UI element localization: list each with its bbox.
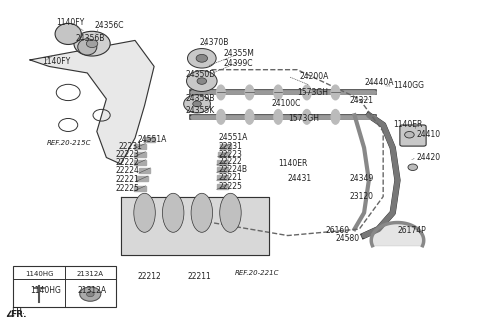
Text: 24200A: 24200A <box>300 72 329 81</box>
FancyBboxPatch shape <box>400 125 426 146</box>
Text: 1140ER: 1140ER <box>278 159 308 169</box>
Bar <box>13 266 116 307</box>
Text: 24100C: 24100C <box>271 99 300 108</box>
Ellipse shape <box>245 110 254 124</box>
Ellipse shape <box>274 85 282 100</box>
Text: 1140FY: 1140FY <box>56 18 84 27</box>
Text: REF.20-215C: REF.20-215C <box>47 140 91 146</box>
Text: 22212: 22212 <box>137 272 161 281</box>
Text: 1140FY: 1140FY <box>42 57 70 66</box>
Text: 22221: 22221 <box>218 173 242 182</box>
Text: 24349: 24349 <box>350 174 374 183</box>
Bar <box>144 137 155 142</box>
Text: 23120: 23120 <box>350 192 374 201</box>
Circle shape <box>197 78 206 84</box>
Text: 24356B: 24356B <box>75 34 105 43</box>
Circle shape <box>86 292 94 297</box>
Ellipse shape <box>162 193 184 232</box>
Circle shape <box>408 164 418 171</box>
Ellipse shape <box>216 85 225 100</box>
Circle shape <box>86 40 98 48</box>
Ellipse shape <box>245 85 254 100</box>
Circle shape <box>74 31 110 56</box>
Text: 24356C: 24356C <box>95 21 124 30</box>
Text: 22223: 22223 <box>116 150 140 159</box>
Text: 22225: 22225 <box>116 184 140 193</box>
Circle shape <box>80 287 101 301</box>
Text: 24440A: 24440A <box>364 78 394 87</box>
Text: 22211: 22211 <box>188 272 211 281</box>
Bar <box>220 144 231 149</box>
Text: 22223: 22223 <box>218 150 242 159</box>
Bar <box>216 175 228 180</box>
Bar <box>216 167 228 173</box>
Text: 22224B: 22224B <box>218 165 248 174</box>
Bar <box>134 160 145 165</box>
Text: 24551A: 24551A <box>218 133 248 142</box>
Ellipse shape <box>191 193 213 232</box>
Bar <box>139 168 150 173</box>
Text: 24580: 24580 <box>336 234 360 243</box>
Text: 24355M: 24355M <box>223 49 254 58</box>
Circle shape <box>196 54 207 62</box>
Ellipse shape <box>78 39 97 55</box>
Ellipse shape <box>134 193 156 232</box>
Ellipse shape <box>216 110 225 124</box>
Text: 1140GG: 1140GG <box>393 81 424 91</box>
Bar <box>134 152 145 157</box>
Polygon shape <box>120 196 269 255</box>
Text: 24355K: 24355K <box>185 106 215 115</box>
Bar <box>134 186 145 191</box>
Text: 24551A: 24551A <box>137 135 167 144</box>
Text: 24321: 24321 <box>350 96 374 105</box>
Text: 1573GH: 1573GH <box>288 114 319 123</box>
Text: FR.: FR. <box>11 306 25 316</box>
Text: 24359B: 24359B <box>185 94 215 103</box>
Ellipse shape <box>55 23 81 45</box>
Text: 21312A: 21312A <box>78 286 107 295</box>
Text: 22222: 22222 <box>218 157 242 166</box>
Bar <box>136 176 148 181</box>
Bar <box>216 184 228 189</box>
Bar <box>134 144 145 149</box>
Text: 24420: 24420 <box>417 153 441 162</box>
Text: 1140HG: 1140HG <box>25 271 53 277</box>
Text: 24350D: 24350D <box>185 70 215 79</box>
Text: REF.20-221C: REF.20-221C <box>235 270 280 276</box>
Ellipse shape <box>331 85 340 100</box>
Circle shape <box>184 95 210 113</box>
Circle shape <box>193 101 201 107</box>
Circle shape <box>188 49 216 68</box>
Text: 24431: 24431 <box>288 174 312 183</box>
Ellipse shape <box>302 85 311 100</box>
Text: 24370B: 24370B <box>199 37 229 47</box>
Bar <box>216 160 228 165</box>
Circle shape <box>187 71 217 92</box>
Text: 1140ER: 1140ER <box>393 120 422 130</box>
Text: 21312A: 21312A <box>77 271 104 277</box>
Text: 22231: 22231 <box>218 142 242 151</box>
Text: 22224: 22224 <box>116 166 140 175</box>
Text: 22225: 22225 <box>218 182 242 191</box>
Ellipse shape <box>220 193 241 232</box>
Text: 24410: 24410 <box>417 130 441 139</box>
Text: 1140HG: 1140HG <box>30 286 61 295</box>
Circle shape <box>405 132 414 138</box>
Text: 24399C: 24399C <box>223 59 253 68</box>
Text: 26174P: 26174P <box>397 226 426 235</box>
Text: 22221: 22221 <box>116 175 140 184</box>
Polygon shape <box>30 40 154 164</box>
Text: 22222: 22222 <box>116 158 140 167</box>
Ellipse shape <box>274 110 282 124</box>
Bar <box>217 152 229 157</box>
Text: 26160: 26160 <box>326 226 350 235</box>
Ellipse shape <box>331 110 340 124</box>
Ellipse shape <box>302 110 311 124</box>
Polygon shape <box>371 223 424 246</box>
Text: FR.: FR. <box>10 310 26 319</box>
Text: 22231: 22231 <box>118 142 142 151</box>
Text: 1573GH: 1573GH <box>297 88 328 97</box>
